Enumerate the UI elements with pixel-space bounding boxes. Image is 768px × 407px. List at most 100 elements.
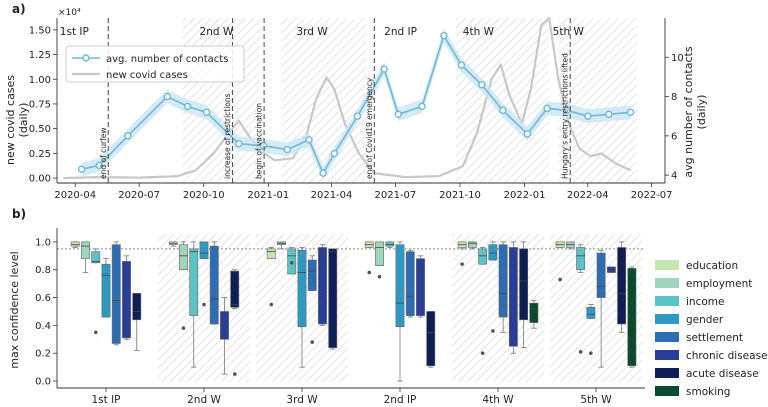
legend-b-swatch xyxy=(655,260,679,270)
y-tick-label-left: 1.50 xyxy=(29,25,51,36)
box-iqr xyxy=(478,248,488,265)
legend-b-label: employment xyxy=(686,278,752,290)
event-label: end of Covid19 emergency xyxy=(365,77,374,179)
b-x-tick-label: 1st IP xyxy=(91,394,120,406)
contacts-point xyxy=(440,31,448,40)
box-iqr xyxy=(529,302,539,323)
event-label: end of curfew xyxy=(99,128,108,179)
box-outlier xyxy=(367,270,372,275)
panel-a-multiplier: ×10⁴ xyxy=(58,8,81,18)
contacts-point xyxy=(330,149,339,158)
wave-period-hatch xyxy=(281,18,366,183)
contacts-point xyxy=(394,110,402,118)
legend-covid-label: new covid cases xyxy=(106,70,188,81)
box-iqr xyxy=(132,293,142,321)
x-tick-label: 2022-01 xyxy=(504,190,546,201)
x-tick-label: 2021-01 xyxy=(247,190,289,201)
y-tick-label-right: 8 xyxy=(671,92,677,103)
box-iqr xyxy=(416,258,425,316)
box-iqr xyxy=(467,241,477,248)
box-iqr xyxy=(498,244,508,318)
category-hatch xyxy=(550,234,642,382)
box-outlier xyxy=(181,326,186,330)
category-hatch xyxy=(452,234,544,382)
y-tick-label-left: 0.25 xyxy=(29,149,51,160)
box-iqr xyxy=(375,241,384,266)
legend-b-label: income xyxy=(686,296,724,308)
box-outlier xyxy=(269,302,274,307)
contacts-point xyxy=(163,92,171,101)
y-tick-label-left: 0.50 xyxy=(29,124,51,135)
wave-period-hatch xyxy=(455,18,550,183)
legend-contacts-marker xyxy=(82,54,90,62)
contacts-point xyxy=(305,136,313,144)
box-iqr xyxy=(385,241,395,247)
contacts-point xyxy=(418,102,426,111)
event-label: increase of restrictions xyxy=(223,93,232,179)
contacts-point xyxy=(202,108,211,116)
box-iqr xyxy=(405,251,415,316)
contacts-point xyxy=(319,169,327,177)
period-label: 5th W xyxy=(553,26,585,38)
panel-a: end of curfew increase of restrictions beg… xyxy=(29,16,684,201)
legend-b-swatch xyxy=(655,314,679,324)
panel-b: 0.0 0.2 0.4 0.6 0.8 1.0 1st IP 2nd W 3rd W 2nd IP… xyxy=(35,228,768,406)
y-tick-label-left: 1.25 xyxy=(29,50,51,61)
box-iqr xyxy=(70,241,80,247)
period-label: 3rd W xyxy=(296,26,328,38)
legend-a-box xyxy=(65,45,245,83)
contacts-point xyxy=(499,106,507,115)
box-iqr xyxy=(318,247,327,325)
box-outlier xyxy=(491,329,495,333)
box-iqr xyxy=(519,248,529,321)
contacts-point xyxy=(457,61,466,69)
box-outlier xyxy=(578,350,583,354)
legend-b-swatch xyxy=(655,350,679,360)
box-iqr xyxy=(189,248,199,316)
legend-b-swatch xyxy=(655,332,679,342)
legend-b-label: education xyxy=(686,260,738,272)
box-outlier xyxy=(589,351,593,356)
b-y-tick-label: 0.2 xyxy=(35,349,51,360)
b-x-tick-label: 5th W xyxy=(580,394,612,406)
box-outlier xyxy=(558,277,562,282)
box-iqr xyxy=(328,248,338,348)
contacts-point xyxy=(543,104,551,113)
box-outlier xyxy=(460,262,464,266)
panel-b-ylabel: max confidence level xyxy=(8,251,21,368)
b-y-tick-label: 0.8 xyxy=(35,265,51,276)
box-iqr xyxy=(122,261,131,339)
legend-contacts-label: avg. number of contacts xyxy=(106,54,228,65)
contacts-confidence-band xyxy=(81,28,631,181)
panel-a-ylabel-right: avg number of contacts(daily) xyxy=(682,46,708,177)
legend-b-label: smoking xyxy=(686,386,730,398)
box-outlier xyxy=(93,330,98,335)
box-outlier xyxy=(289,260,294,265)
x-tick-label: 2020-04 xyxy=(54,190,96,201)
b-x-tick-label: 2nd W xyxy=(187,394,221,406)
legend-b-label: settlement xyxy=(686,332,743,344)
period-label: 2nd IP xyxy=(384,26,417,38)
contacts-point xyxy=(353,112,362,120)
box-iqr xyxy=(617,247,627,325)
legend-b-swatch xyxy=(655,296,679,306)
b-y-tick-label: 0.6 xyxy=(35,293,51,304)
period-label: 1st IP xyxy=(60,26,89,38)
box-outlier xyxy=(232,372,237,376)
legend-b-swatch xyxy=(655,368,679,378)
box-iqr xyxy=(586,307,596,319)
box-iqr xyxy=(576,247,586,271)
contacts-point xyxy=(183,102,192,111)
legend-b: education employment income gender settlemen… xyxy=(655,260,768,398)
legend-a: avg. number of contacts new covid cases xyxy=(65,45,245,83)
y-tick-label-left: 0.00 xyxy=(29,174,51,185)
box-iqr xyxy=(230,270,240,308)
wave-period-hatch xyxy=(182,18,260,183)
period-label: 2nd W xyxy=(200,26,234,38)
box-iqr xyxy=(395,244,405,328)
legend-b-swatch xyxy=(655,278,679,288)
x-tick-label: 2022-07 xyxy=(631,190,673,201)
b-y-tick-label: 0.0 xyxy=(35,377,51,388)
y-tick-label-right: 6 xyxy=(671,131,677,142)
contacts-point xyxy=(95,161,103,170)
